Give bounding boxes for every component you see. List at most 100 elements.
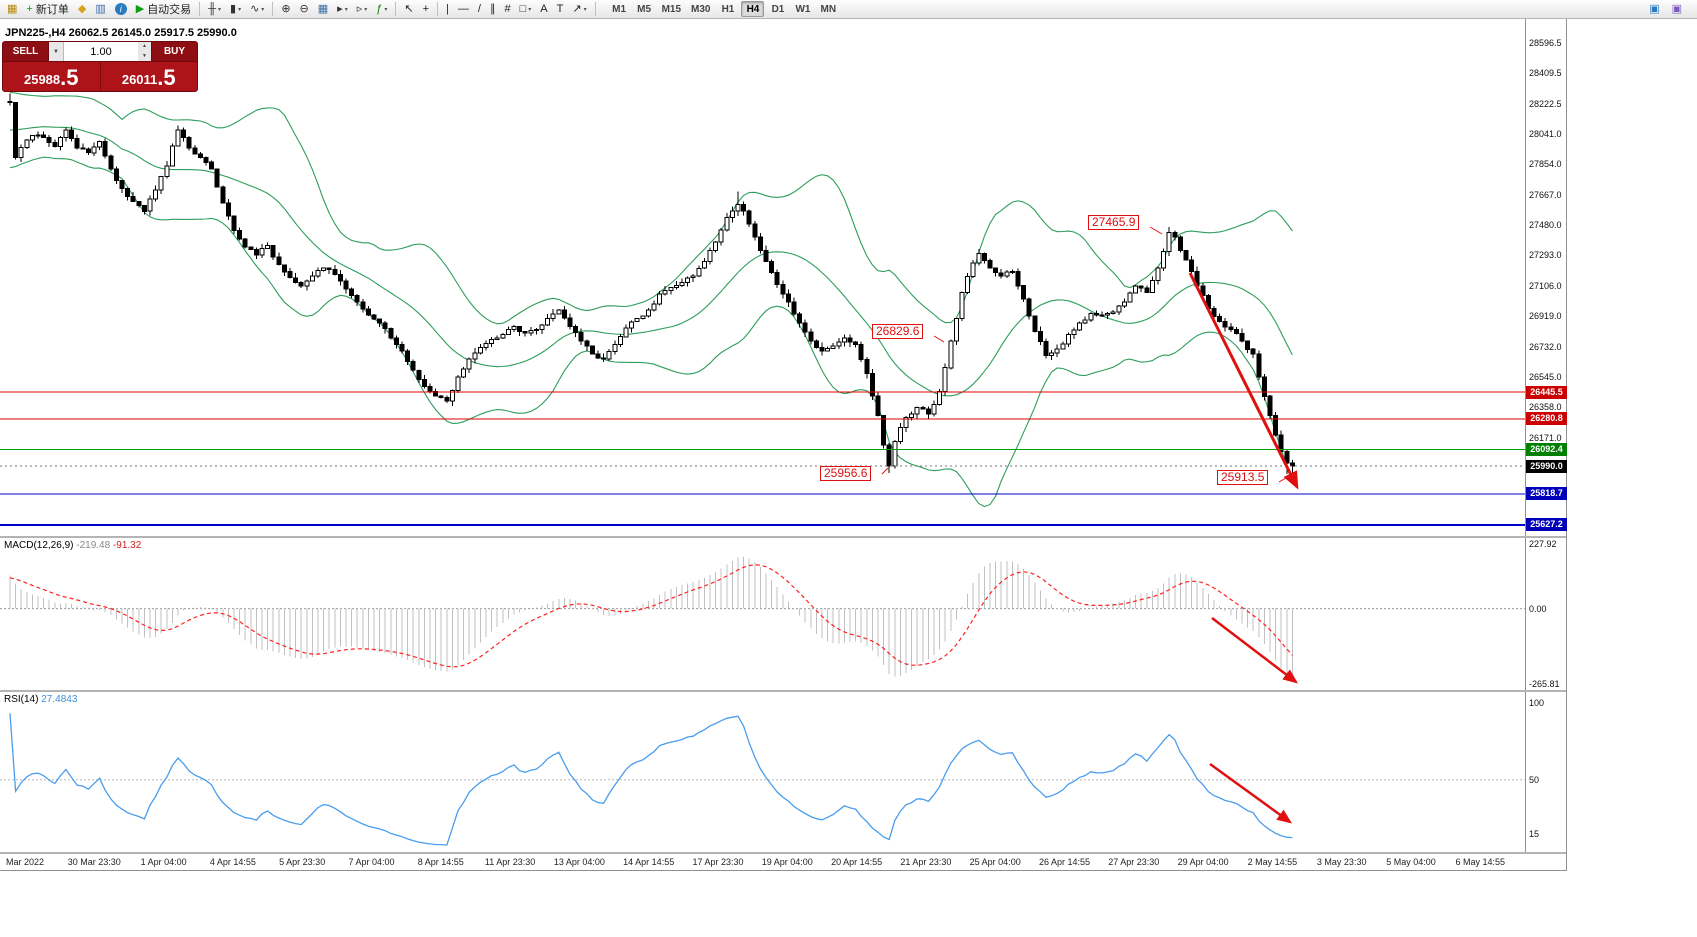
- buy-price-display[interactable]: 26011.5: [100, 62, 197, 91]
- macd-scale-label: -265.81: [1529, 679, 1560, 689]
- sell-button[interactable]: SELL: [3, 42, 49, 61]
- price-axis-tick: 26171.0: [1529, 432, 1562, 443]
- rsi-scale-label: 100: [1529, 697, 1545, 708]
- toolbar-button-label: 自动交易: [147, 4, 192, 16]
- time-axis-label: 30 Mar 23:30: [67, 857, 121, 867]
- time-axis[interactable]: Mar 2022 30 Mar 23:30 1 Apr 04:00 4 Apr 14:…: [0, 854, 1566, 870]
- price-callout[interactable]: 25956.6: [820, 466, 872, 481]
- price-axis-tick: 27106.0: [1529, 280, 1562, 291]
- macd-chart: [0, 556, 1525, 684]
- cursor-icon[interactable]: ↖: [400, 1, 417, 18]
- chart-profiles-icon: ▥: [95, 2, 106, 15]
- price-axis-tick: 28222.5: [1529, 98, 1562, 109]
- price-axis-tick: 26545.0: [1529, 371, 1562, 382]
- time-axis-label: 5 Apr 23:30: [279, 857, 326, 867]
- pane-splitter[interactable]: [0, 690, 1566, 692]
- indicators-icon[interactable]: ƒ ▾: [372, 1, 391, 18]
- auto-scroll-icon[interactable]: ▸ ▾: [333, 1, 352, 18]
- callout-leader-line: [1149, 226, 1163, 235]
- buy-button[interactable]: BUY: [151, 42, 197, 61]
- vertical-line-icon: |: [446, 2, 449, 15]
- pane-splitter[interactable]: [0, 536, 1566, 538]
- indicators-icon: ƒ: [376, 2, 383, 15]
- horizontal-line-icon[interactable]: —: [454, 1, 473, 18]
- symbol-ohlc-label: JPN225-,H4 26062.5 26145.0 25917.5 25990…: [5, 27, 237, 39]
- shapes-icon[interactable]: □ ▾: [516, 1, 536, 18]
- price-tag: 26092.4: [1526, 442, 1567, 456]
- chevron-down-icon: ▾: [217, 6, 221, 13]
- channel-icon[interactable]: ∥: [486, 1, 500, 18]
- text-label-icon[interactable]: T: [553, 1, 568, 18]
- macd-pane[interactable]: MACD(12,26,9) -219.48 -91.32: [0, 538, 1525, 690]
- price-callout[interactable]: 26829.6: [872, 324, 924, 339]
- timeframe-w1-button[interactable]: W1: [795, 4, 811, 15]
- time-axis-label: 26 Apr 14:55: [1038, 857, 1091, 867]
- text-icon[interactable]: A: [536, 1, 551, 18]
- volume-input[interactable]: [64, 42, 138, 61]
- timeframe-mn-button[interactable]: MN: [820, 4, 837, 15]
- chevron-down-icon: ▼: [53, 48, 59, 55]
- chart-profiles-icon[interactable]: ▥: [91, 1, 109, 18]
- trend-arrow[interactable]: [1211, 617, 1298, 684]
- trend-arrow[interactable]: [1188, 272, 1299, 490]
- time-axis-label: 7 Apr 04:00: [348, 857, 395, 867]
- price-callout[interactable]: 27465.9: [1088, 215, 1140, 230]
- zoom-out-icon[interactable]: ⊖: [296, 1, 313, 18]
- tile-windows-icon: ▦: [317, 2, 329, 15]
- arrows-icon[interactable]: ↗ ▾: [568, 1, 590, 18]
- pane-splitter[interactable]: [0, 852, 1566, 854]
- autotrading-button[interactable]: ▶ 自动交易: [132, 1, 195, 18]
- data-window-icon[interactable]: i: [111, 1, 131, 18]
- price-axis-tick: 26732.0: [1529, 341, 1562, 352]
- fibonacci-icon[interactable]: #: [500, 1, 514, 18]
- price-axis[interactable]: 28596.5 28409.5 28222.5 28041.0 27854.0 27667…: [1525, 19, 1567, 854]
- volume-stepper: ▲ ▼: [138, 42, 151, 61]
- bar-chart-icon[interactable]: ╫ ▾: [204, 1, 225, 18]
- crosshair-icon[interactable]: +: [419, 1, 433, 18]
- candlestick-chart-icon[interactable]: ▮ ▾: [226, 1, 245, 18]
- community-icon: ▣: [1671, 2, 1682, 15]
- charts-toolbar-icon[interactable]: ▦: [3, 1, 21, 18]
- trendline-icon[interactable]: /: [474, 1, 485, 18]
- help-icon: ▣: [1649, 2, 1660, 15]
- order-controls-row: SELL ▼ ▲ ▼ BUY: [3, 42, 197, 61]
- chart-shift-icon[interactable]: ▹ ▾: [353, 1, 372, 18]
- sell-price-display[interactable]: 25988.5: [3, 62, 101, 91]
- price-callout[interactable]: 25913.5: [1217, 470, 1269, 485]
- timeframe-m5-button[interactable]: M5: [637, 4, 652, 15]
- main-chart-pane[interactable]: JPN225-,H4 26062.5 26145.0 25917.5 25990…: [0, 19, 1525, 536]
- candlesticks: [7, 93, 1295, 478]
- timeframe-h1-button[interactable]: H1: [721, 4, 735, 15]
- bar-chart-icon: ╫: [208, 2, 216, 15]
- timeframe-m15-button[interactable]: M15: [661, 4, 682, 15]
- timeframe-d1-button[interactable]: D1: [771, 4, 785, 15]
- price-axis-tick: 27854.0: [1529, 159, 1562, 170]
- market-watch-icon[interactable]: ◆: [74, 1, 90, 18]
- zoom-in-icon[interactable]: ⊕: [277, 1, 294, 18]
- timeframe-h4-button[interactable]: H4: [741, 1, 765, 17]
- cursor-icon: ↖: [404, 2, 414, 15]
- timeframe-m1-button[interactable]: M1: [612, 4, 627, 15]
- time-axis-label: 4 Apr 14:55: [209, 857, 256, 867]
- price-tag: 25990.0: [1526, 459, 1567, 473]
- chevron-down-icon: ▾: [238, 6, 242, 13]
- chart-shift-icon: ▹: [356, 2, 363, 15]
- trend-arrow[interactable]: [1209, 762, 1293, 824]
- vertical-line-icon[interactable]: |: [442, 1, 453, 18]
- volume-down-button[interactable]: ▼: [142, 52, 147, 59]
- time-axis-label: 11 Apr 23:30: [484, 857, 536, 867]
- horizontal-line-objects[interactable]: [0, 391, 1525, 526]
- rsi-pane[interactable]: RSI(14) 27.4843: [0, 692, 1525, 852]
- timeframe-m30-button[interactable]: M30: [691, 4, 711, 15]
- new-order-button[interactable]: + 新订单: [22, 1, 72, 18]
- community-icon[interactable]: ▣: [1668, 1, 1686, 18]
- line-chart-icon[interactable]: ∿ ▾: [246, 1, 268, 18]
- volume-up-button[interactable]: ▲: [142, 43, 147, 49]
- tile-windows-icon[interactable]: ▦: [314, 1, 332, 18]
- help-icon[interactable]: ▣: [1645, 1, 1663, 18]
- bollinger-bands: [9, 91, 1293, 508]
- toolbar-right-group: ▣ ▣: [1645, 1, 1694, 18]
- toolbar-separator: [272, 2, 274, 16]
- callout-leader-line: [1278, 477, 1287, 483]
- volume-dropdown-button[interactable]: ▼: [49, 42, 64, 61]
